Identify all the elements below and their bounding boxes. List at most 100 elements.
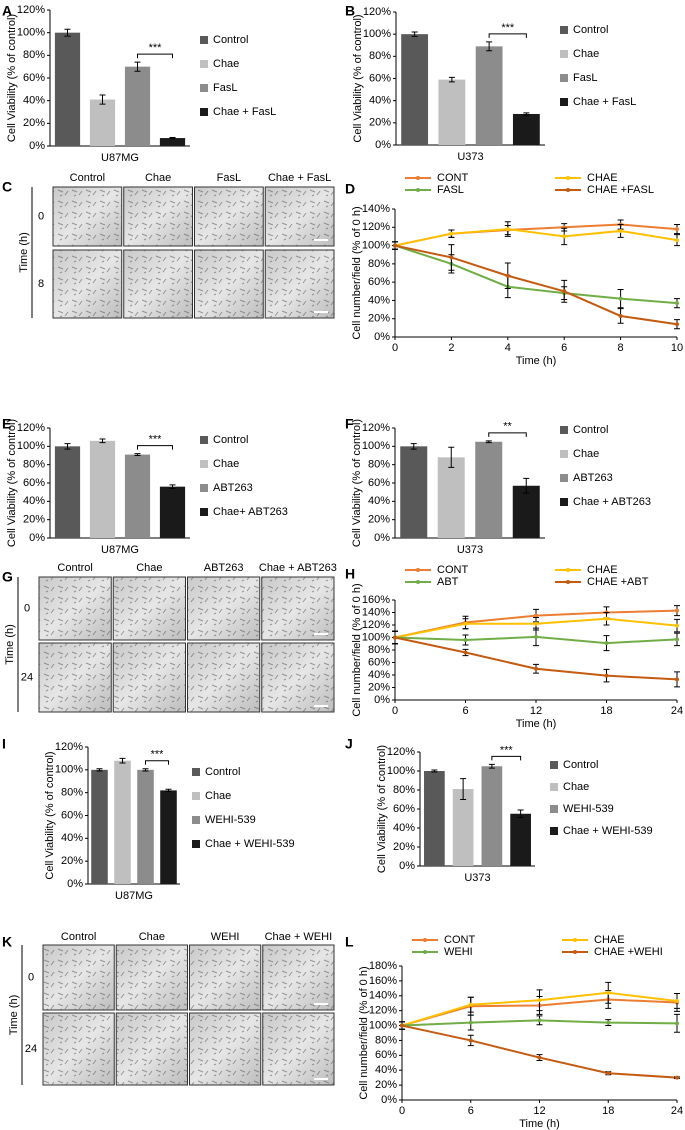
micrograph-cells bbox=[187, 577, 260, 640]
error-bar bbox=[165, 788, 172, 793]
point bbox=[463, 638, 468, 642]
error-bar bbox=[142, 768, 149, 772]
y-tick-label: 60% bbox=[23, 477, 45, 489]
y-tick-label: 60% bbox=[368, 656, 390, 668]
legend-swatch bbox=[550, 827, 558, 835]
legend-swatch bbox=[200, 436, 208, 444]
x-axis-label: U87MG bbox=[101, 544, 139, 556]
y-tick-label: 120% bbox=[362, 422, 390, 434]
legend-marker bbox=[423, 950, 427, 954]
error-bar bbox=[411, 31, 418, 37]
micrograph-cells bbox=[43, 1013, 115, 1085]
point bbox=[675, 1021, 679, 1026]
y-tick-label: 40% bbox=[368, 294, 390, 306]
error-bar bbox=[169, 484, 176, 489]
point bbox=[468, 1020, 473, 1025]
x-tick-label: 6 bbox=[462, 705, 468, 717]
row-label: 0 bbox=[28, 971, 34, 983]
row-label: 0 bbox=[38, 210, 44, 222]
y-tick-label: 100% bbox=[55, 764, 83, 776]
panel-letter: G bbox=[2, 569, 13, 585]
y-tick-label: 40% bbox=[368, 495, 390, 507]
bar bbox=[512, 485, 540, 538]
y-axis-label: Cell Viability (% of control) bbox=[6, 14, 18, 142]
point bbox=[675, 608, 679, 613]
legend-label: Control bbox=[213, 434, 248, 446]
y-tick-label: 40% bbox=[23, 495, 45, 507]
point bbox=[393, 635, 397, 640]
bar bbox=[160, 790, 177, 884]
y-tick-label: 120% bbox=[17, 422, 45, 434]
micrograph-cells bbox=[262, 945, 334, 1010]
legend-label: Control bbox=[205, 766, 240, 778]
point bbox=[675, 238, 679, 243]
row-label: 0 bbox=[24, 602, 30, 614]
row-label: 24 bbox=[21, 671, 33, 683]
panel-letter: B bbox=[345, 3, 355, 19]
bar bbox=[54, 446, 81, 538]
y-tick-label: 140% bbox=[362, 203, 390, 215]
y-axis-label: Cell Viability (% of control) bbox=[6, 419, 18, 547]
x-tick-label: 12 bbox=[533, 1105, 545, 1117]
legend-swatch bbox=[560, 50, 568, 58]
point bbox=[468, 1002, 473, 1007]
y-tick-label: 100% bbox=[17, 27, 45, 39]
point bbox=[505, 273, 510, 278]
legend-label: CONT bbox=[437, 564, 468, 576]
y-tick-label: 100% bbox=[362, 631, 390, 643]
legend-label: CHAE +WEHI bbox=[594, 946, 663, 958]
x-tick-label: 18 bbox=[602, 1105, 614, 1117]
y-tick-label: 0% bbox=[374, 532, 390, 544]
x-axis-label: U87MG bbox=[101, 152, 139, 164]
x-axis-label: U87MG bbox=[115, 890, 153, 902]
legend-label: CONT bbox=[437, 172, 468, 184]
legend-label: Control bbox=[213, 34, 248, 46]
y-tick-label: 0% bbox=[399, 860, 415, 872]
legend-label: Chae+ ABT263 bbox=[213, 506, 288, 518]
legend-label: Chae bbox=[213, 58, 239, 70]
y-tick-label: 80% bbox=[368, 258, 390, 270]
micrograph-cells bbox=[116, 945, 188, 1010]
legend-label: Chae + WEHI-539 bbox=[563, 825, 653, 837]
y-tick-label: 40% bbox=[369, 95, 391, 107]
micrograph-cells bbox=[262, 1013, 334, 1085]
series-line bbox=[394, 244, 678, 305]
legend-marker bbox=[416, 188, 420, 192]
y-tick-label: 60% bbox=[369, 72, 391, 84]
panel-letter: F bbox=[345, 416, 354, 432]
y-tick-label: 120% bbox=[387, 746, 415, 758]
column-label: Chae + WEHI bbox=[265, 931, 333, 943]
x-axis-label: U373 bbox=[464, 872, 490, 884]
legend-swatch bbox=[560, 74, 568, 82]
panel-letter: A bbox=[2, 3, 12, 19]
legend-swatch bbox=[560, 26, 568, 34]
y-tick-label: 80% bbox=[61, 787, 83, 799]
micrograph-cells bbox=[261, 577, 334, 640]
x-tick-label: 0 bbox=[392, 705, 398, 717]
legend-label: Chae bbox=[573, 448, 599, 460]
y-tick-label: 80% bbox=[23, 459, 45, 471]
bar bbox=[510, 813, 531, 866]
panel-letter: C bbox=[2, 179, 12, 195]
bar bbox=[114, 760, 131, 884]
legend-label: CONT bbox=[444, 934, 475, 946]
significance-bracket bbox=[488, 432, 527, 437]
point bbox=[606, 1071, 611, 1076]
micrograph-cells bbox=[113, 577, 186, 640]
y-tick-label: 60% bbox=[393, 803, 415, 815]
error-bar bbox=[523, 112, 530, 116]
y-tick-label: 80% bbox=[393, 784, 415, 796]
error-bar bbox=[410, 443, 417, 450]
y-tick-label: 80% bbox=[368, 459, 390, 471]
bar bbox=[124, 66, 151, 146]
x-tick-label: 4 bbox=[505, 342, 511, 354]
y-tick-label: 60% bbox=[375, 1049, 397, 1061]
column-label: Control bbox=[61, 931, 96, 943]
point bbox=[400, 1023, 404, 1028]
error-bar bbox=[99, 94, 106, 105]
bar bbox=[481, 766, 503, 866]
panel-letter: L bbox=[345, 934, 354, 950]
legend-marker bbox=[573, 938, 577, 942]
error-bar bbox=[96, 768, 103, 772]
